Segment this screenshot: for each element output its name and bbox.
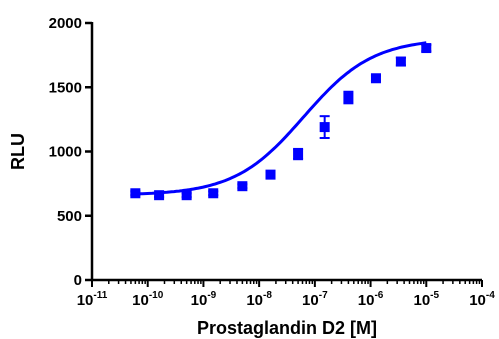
x-tick-exponent: -10 [149, 290, 164, 301]
data-point [370, 73, 381, 84]
data-point [208, 188, 219, 199]
y-tick-label: 500 [57, 208, 82, 225]
y-ticks: 0 500 1000 1500 2000 [49, 15, 92, 289]
x-tick-label: 10-8 [246, 290, 272, 309]
x-tick-base: 10 [132, 292, 149, 309]
x-tick-label: 10-7 [302, 290, 328, 309]
x-tick-label: 10-10 [132, 290, 164, 309]
x-tick-exponent: -6 [374, 290, 383, 301]
data-point [265, 169, 276, 180]
x-tick-exponent: -8 [263, 290, 272, 301]
x-tick-base: 10 [413, 292, 430, 309]
x-tick-exponent: -4 [486, 290, 495, 301]
data-point [293, 149, 304, 160]
x-tick-base: 10 [469, 292, 486, 309]
fit-curve [135, 41, 427, 196]
x-ticks: 10-11 10-10 10-9 10-8 10-7 10-6 10-5 10-4 [77, 280, 495, 309]
y-tick-label: 1500 [49, 79, 82, 96]
data-points [130, 43, 432, 201]
x-tick-exponent: -11 [93, 290, 107, 301]
x-tick-label: 10-9 [191, 290, 217, 309]
y-tick-label: 1000 [49, 144, 82, 161]
data-point [421, 43, 432, 54]
data-point [237, 181, 248, 192]
data-point [181, 190, 192, 201]
x-tick-label: 10-5 [413, 290, 439, 309]
x-tick-base: 10 [246, 292, 263, 309]
data-point [319, 122, 330, 133]
data-point [154, 190, 165, 201]
x-tick-label: 10-4 [469, 290, 495, 309]
x-axis-title: Prostaglandin D2 [M] [197, 318, 377, 338]
data-point [343, 92, 354, 103]
x-tick-base: 10 [358, 292, 375, 309]
data-point [395, 56, 406, 67]
x-tick-base: 10 [302, 292, 319, 309]
y-tick-label: 0 [74, 272, 82, 289]
x-tick-label: 10-6 [358, 290, 384, 309]
x-tick-exponent: -7 [319, 290, 328, 301]
x-tick-exponent: -5 [430, 290, 439, 301]
y-tick-label: 2000 [49, 15, 82, 32]
x-tick-base: 10 [77, 292, 94, 309]
x-tick-exponent: -9 [207, 290, 216, 301]
x-tick-label: 10-11 [77, 290, 108, 309]
axes [90, 22, 482, 282]
y-axis-title: RLU [8, 133, 28, 170]
x-tick-base: 10 [191, 292, 208, 309]
data-point [130, 188, 141, 199]
